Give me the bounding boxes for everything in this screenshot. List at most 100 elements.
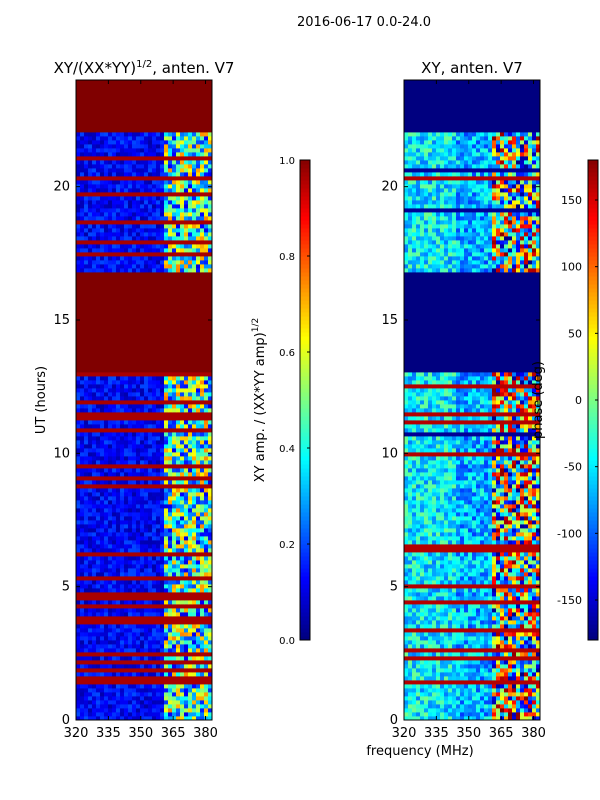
heatmap-cell — [196, 256, 201, 261]
heatmap-cell — [148, 716, 153, 721]
heatmap-cell — [112, 660, 117, 665]
heatmap-cell — [84, 168, 89, 173]
heatmap-cell — [204, 608, 209, 613]
heatmap-cell — [124, 528, 129, 533]
heatmap-cell — [140, 160, 145, 165]
heatmap-cell — [104, 616, 109, 621]
heatmap-cell — [152, 576, 157, 581]
heatmap-cell — [176, 680, 181, 685]
heatmap-cell — [452, 716, 457, 721]
heatmap-cell — [76, 612, 81, 617]
heatmap-cell — [480, 656, 485, 661]
heatmap-cell — [188, 528, 193, 533]
heatmap-cell — [508, 648, 513, 653]
heatmap-cell — [404, 696, 409, 701]
heatmap-cell — [512, 672, 517, 677]
heatmap-cell — [184, 564, 189, 569]
heatmap-cell — [172, 604, 177, 609]
heatmap-cell — [132, 708, 137, 713]
heatmap-cell — [136, 468, 141, 473]
heatmap-cell — [164, 648, 169, 653]
heatmap-cell — [180, 624, 185, 629]
colorbar-step — [300, 448, 310, 453]
heatmap-cell — [84, 624, 89, 629]
heatmap-cell — [132, 424, 137, 429]
heatmap-cell — [96, 248, 101, 253]
heatmap-cell — [144, 204, 149, 209]
heatmap-cell — [160, 432, 165, 437]
heatmap-cell — [188, 560, 193, 565]
heatmap-cell — [152, 532, 157, 537]
heatmap-cell — [176, 200, 181, 205]
heatmap-cell — [80, 408, 85, 413]
heatmap-cell — [144, 432, 149, 437]
heatmap-cell — [116, 228, 121, 233]
heatmap-cell — [100, 192, 105, 197]
heatmap-cell — [132, 696, 137, 701]
heatmap-cell — [176, 220, 181, 225]
heatmap-cell — [524, 668, 529, 673]
heatmap-cell — [164, 216, 169, 221]
heatmap-cell — [144, 672, 149, 677]
heatmap-cell — [124, 160, 129, 165]
heatmap-cell — [136, 676, 141, 681]
heatmap-cell — [116, 548, 121, 553]
heatmap-cell — [88, 196, 93, 201]
heatmap-cell — [104, 456, 109, 461]
heatmap-cell — [148, 240, 153, 245]
heatmap-cell — [204, 708, 209, 713]
heatmap-cell — [520, 700, 525, 705]
colorbar-step — [300, 480, 310, 485]
heatmap-cell — [156, 496, 161, 501]
heatmap-cell — [136, 488, 141, 493]
heatmap-cell — [460, 664, 465, 669]
heatmap-cell — [108, 156, 113, 161]
heatmap-cell — [80, 656, 85, 661]
heatmap-cell — [156, 504, 161, 509]
heatmap-cell — [176, 204, 181, 209]
heatmap-cell — [172, 560, 177, 565]
heatmap-cell — [204, 696, 209, 701]
y-tick-label: 10 — [53, 446, 70, 461]
heatmap-cell — [468, 664, 473, 669]
heatmap-cell — [484, 668, 489, 673]
heatmap-cell — [104, 380, 109, 385]
heatmap-cell — [128, 560, 133, 565]
heatmap-cell — [120, 492, 125, 497]
heatmap-cell — [176, 576, 181, 581]
heatmap-cell — [84, 496, 89, 501]
heatmap-cell — [196, 388, 201, 393]
heatmap-cell — [460, 652, 465, 657]
heatmap-cell — [476, 684, 481, 689]
heatmap-cell — [192, 592, 197, 597]
heatmap-cell — [136, 160, 141, 165]
heatmap-cell — [196, 160, 201, 165]
heatmap-cell — [128, 660, 133, 665]
heatmap-cell — [204, 552, 209, 557]
heatmap-cell — [132, 512, 137, 517]
heatmap-cell — [156, 172, 161, 177]
heatmap-cell — [176, 640, 181, 645]
heatmap-cell — [100, 504, 105, 509]
heatmap-cell — [124, 148, 129, 153]
heatmap-cell — [84, 464, 89, 469]
heatmap-cell — [444, 648, 449, 653]
heatmap-cell — [116, 388, 121, 393]
heatmap-cell — [108, 712, 113, 717]
heatmap-cell — [168, 516, 173, 521]
heatmap-cell — [80, 480, 85, 485]
heatmap-cell — [92, 712, 97, 717]
heatmap-cell — [128, 484, 133, 489]
heatmap-cell — [100, 252, 105, 257]
heatmap-cell — [184, 608, 189, 613]
heatmap-cell — [180, 616, 185, 621]
heatmap-cell — [132, 252, 137, 257]
heatmap-cell — [192, 516, 197, 521]
heatmap-cell — [116, 208, 121, 213]
heatmap-cell — [180, 692, 185, 697]
heatmap-cell — [484, 712, 489, 717]
heatmap-cell — [76, 516, 81, 521]
heatmap-cell — [204, 192, 209, 197]
heatmap-cell — [96, 604, 101, 609]
heatmap-cell — [120, 708, 125, 713]
